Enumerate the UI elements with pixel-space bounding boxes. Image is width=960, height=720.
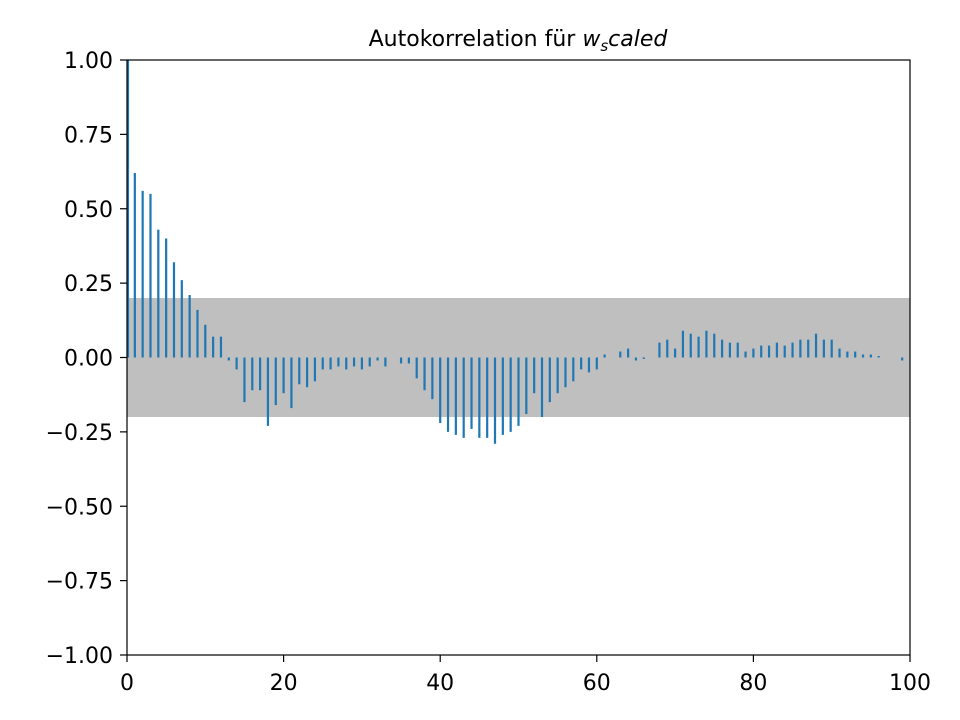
x-tick-label: 60 bbox=[583, 671, 611, 696]
bars-group bbox=[126, 60, 904, 444]
y-tick-label: 0.00 bbox=[64, 347, 113, 372]
x-tick-label: 80 bbox=[739, 671, 767, 696]
title-text: Autokorrelation für bbox=[369, 27, 583, 52]
y-tick-label: −1.00 bbox=[46, 644, 113, 669]
title-subscript: s bbox=[600, 37, 608, 55]
title-italic-w: w bbox=[582, 27, 601, 52]
y-tick-label: 0.50 bbox=[64, 198, 113, 223]
y-tick-label: 0.25 bbox=[64, 272, 113, 297]
y-tick-label: −0.25 bbox=[46, 421, 113, 446]
x-tick-label: 0 bbox=[120, 671, 134, 696]
x-tick-label: 20 bbox=[270, 671, 298, 696]
y-tick-label: 1.00 bbox=[64, 49, 113, 74]
x-tick-label: 100 bbox=[889, 671, 931, 696]
y-tick-label: −0.50 bbox=[46, 495, 113, 520]
y-tick-label: −0.75 bbox=[46, 570, 113, 595]
x-axis: 0 20 40 60 80 100 bbox=[120, 655, 931, 696]
chart-title: Autokorrelation für wscaled bbox=[369, 27, 669, 55]
title-italic-suffix: caled bbox=[608, 27, 668, 52]
y-tick-label: 0.75 bbox=[64, 123, 113, 148]
y-axis: −1.00 −0.75 −0.50 −0.25 0.00 0.25 0.50 0.75 1.00 bbox=[46, 49, 127, 669]
x-tick-label: 40 bbox=[426, 671, 454, 696]
